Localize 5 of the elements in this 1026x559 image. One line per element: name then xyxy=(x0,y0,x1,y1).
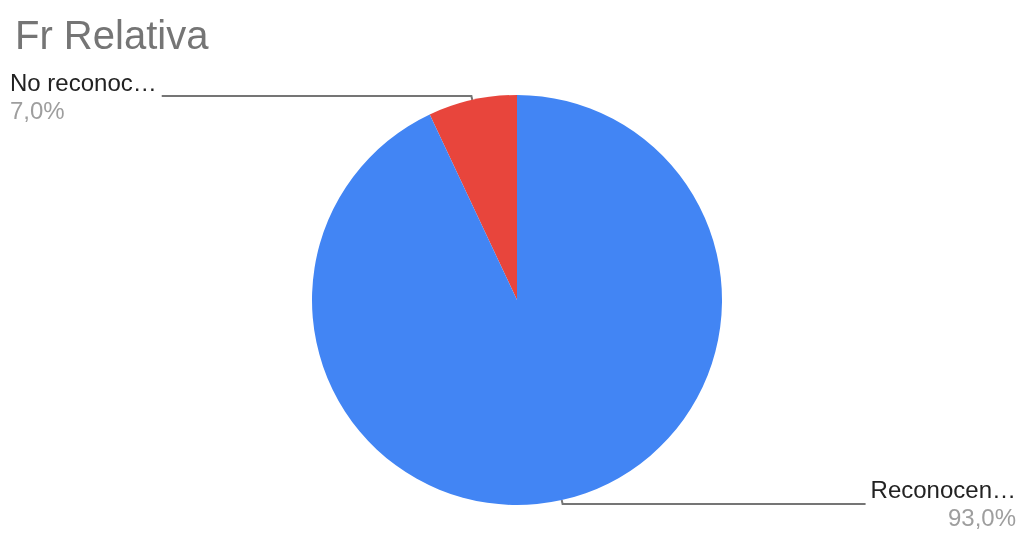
slice-label: Reconocen… xyxy=(870,476,1016,504)
data-label: 93,0% xyxy=(947,504,1016,532)
slice-label: No reconoc… xyxy=(10,68,157,96)
chart-title: Fr Relativa xyxy=(15,13,210,57)
data-label: 7,0% xyxy=(10,96,65,124)
